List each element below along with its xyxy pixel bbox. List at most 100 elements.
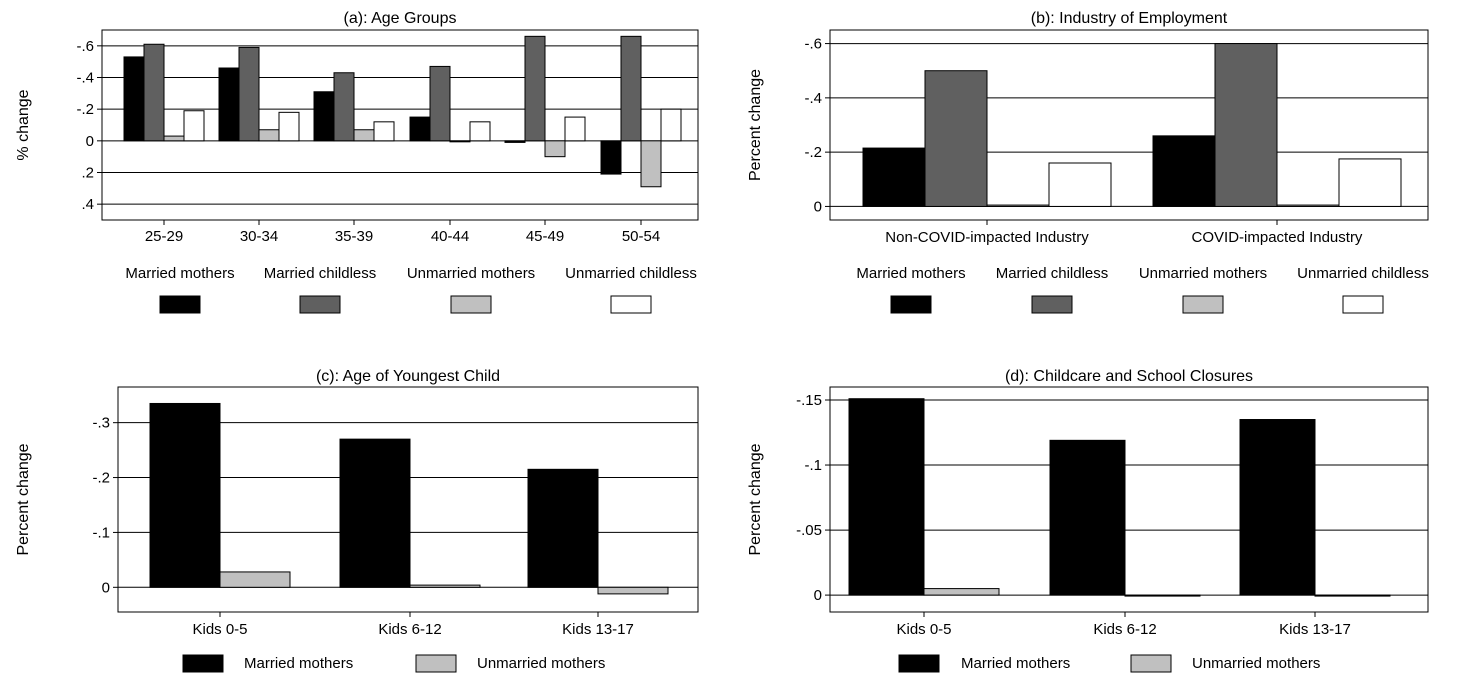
bar — [1276, 204, 1340, 207]
y-tick-label: -.3 — [92, 415, 110, 432]
chart-title: (b): Industry of Employment — [1031, 10, 1228, 27]
chart-title: (d): Childcare and School Closures — [1005, 368, 1253, 385]
bar — [218, 67, 240, 142]
x-tick-label: COVID-impacted Industry — [1192, 229, 1363, 246]
bar — [600, 140, 622, 175]
y-tick-label: .2 — [81, 165, 94, 182]
bar — [848, 398, 925, 596]
legend-label: Married mothers — [244, 655, 353, 672]
bar — [1124, 594, 1201, 597]
bar — [449, 140, 471, 143]
legend: Married mothers Unmarried mothers — [182, 654, 605, 673]
bar — [163, 135, 185, 142]
y-tick-label: -.15 — [796, 392, 822, 409]
bar — [986, 204, 1050, 207]
legend-label: Unmarried childless — [565, 265, 697, 282]
bar — [429, 65, 451, 142]
bar — [1314, 594, 1391, 597]
plot-frame — [829, 386, 1429, 613]
legend-label: Married childless — [996, 265, 1109, 282]
x-tick-label: Kids 13-17 — [562, 621, 634, 638]
y-axis-label: % change — [15, 89, 32, 160]
bar — [373, 121, 395, 142]
legend-swatch — [898, 654, 940, 673]
x-tick-label: 45-49 — [526, 228, 564, 245]
bar — [313, 91, 335, 142]
bar — [238, 46, 260, 142]
y-tick-label: -.2 — [92, 470, 110, 487]
y-tick-label: -.2 — [804, 144, 822, 161]
legend-label: Unmarried mothers — [407, 265, 535, 282]
bar — [524, 35, 546, 142]
y-tick-label: 0 — [814, 198, 822, 215]
bar — [149, 402, 221, 588]
legend-swatch — [1130, 654, 1172, 673]
bar — [1239, 419, 1316, 596]
x-tick-label: Non-COVID-impacted Industry — [885, 229, 1089, 246]
y-tick-label: -.6 — [76, 38, 94, 55]
bar — [597, 586, 669, 595]
bar — [924, 70, 988, 207]
legend-label: Married mothers — [125, 265, 234, 282]
legend: Married mothers Married childless Unmarrie… — [125, 265, 697, 314]
y-tick-label: 0 — [102, 579, 110, 596]
legend-swatch — [159, 295, 201, 314]
bar — [1338, 158, 1402, 207]
y-axis-label: Percent change — [747, 69, 764, 181]
legend: Married mothers Unmarried mothers — [898, 654, 1320, 673]
y-tick-label: -.4 — [76, 70, 94, 87]
bar — [469, 121, 491, 142]
legend-swatch — [299, 295, 341, 314]
x-tick-label: 25-29 — [145, 228, 183, 245]
legend-swatch — [415, 654, 457, 673]
legend-swatch — [182, 654, 224, 673]
y-tick-label: -.1 — [92, 524, 110, 541]
legend-label: Married mothers — [961, 655, 1070, 672]
plot-frame — [829, 29, 1429, 221]
bar — [1214, 43, 1278, 207]
bar — [1049, 439, 1126, 596]
y-tick-label: -.6 — [804, 36, 822, 53]
legend-label: Unmarried mothers — [1139, 265, 1267, 282]
legend-label: Married childless — [264, 265, 377, 282]
legend-label: Unmarried mothers — [477, 655, 605, 672]
bar — [527, 468, 599, 588]
bar — [504, 140, 526, 143]
bar — [219, 571, 291, 588]
bar — [258, 129, 280, 142]
y-axis-label: Percent change — [15, 443, 32, 555]
chart-panel-3: (d): Childcare and School Closures Percen… — [747, 368, 1429, 673]
bar — [183, 110, 205, 142]
plot-frame — [117, 386, 699, 613]
legend-label: Unmarried childless — [1297, 265, 1429, 282]
bar — [339, 438, 411, 588]
chart-panel-0: (a): Age Groups % change -.6 -.4 -.2 0 .2 .4 25-… — [15, 10, 699, 314]
x-tick-label: 35-39 — [335, 228, 373, 245]
bar — [862, 147, 926, 207]
legend-swatch — [1342, 295, 1384, 314]
chart-title: (c): Age of Youngest Child — [316, 368, 500, 385]
bar — [123, 56, 145, 142]
bar — [353, 129, 375, 142]
bar — [278, 111, 300, 142]
bar — [660, 108, 682, 142]
y-tick-label: .4 — [81, 196, 94, 213]
legend-swatch — [450, 295, 492, 314]
legend-swatch — [610, 295, 652, 314]
bar — [544, 140, 566, 158]
legend-swatch — [890, 295, 932, 314]
y-tick-label: -.05 — [796, 522, 822, 539]
x-tick-label: Kids 0-5 — [192, 621, 247, 638]
plot-frame — [101, 29, 699, 221]
legend-label: Unmarried mothers — [1192, 655, 1320, 672]
bar — [620, 35, 642, 142]
x-tick-label: 30-34 — [240, 228, 278, 245]
bar — [640, 140, 662, 188]
legend-swatch — [1182, 295, 1224, 314]
x-tick-label: Kids 0-5 — [896, 621, 951, 638]
x-tick-label: 40-44 — [431, 228, 469, 245]
y-tick-label: 0 — [86, 133, 94, 150]
y-tick-label: -.1 — [804, 457, 822, 474]
legend: Married mothers Married childless Unmarrie… — [856, 265, 1429, 314]
